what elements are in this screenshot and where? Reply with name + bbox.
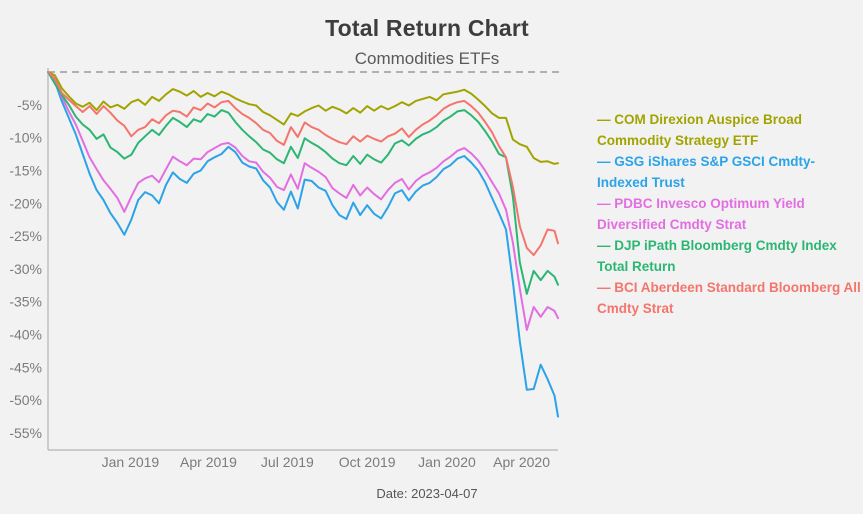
legend-item-GSG[interactable]: — GSG iShares S&P GSCI Cmdty-Indexed Tru…: [597, 154, 816, 190]
y-tick-label: -10%: [9, 130, 42, 146]
y-tick-label: -55%: [9, 425, 42, 441]
y-tick-label: -20%: [9, 195, 42, 211]
chart-title: Total Return Chart: [325, 15, 529, 41]
series-line-BCI: [47, 71, 559, 257]
x-tick-label: Jul 2019: [261, 454, 314, 470]
legend-item-PDBC[interactable]: — PDBC Invesco Optimum Yield Diversified…: [597, 196, 805, 232]
y-tick-label: -15%: [9, 162, 42, 178]
x-tick-label: Jan 2019: [102, 454, 160, 470]
legend-item-DJP[interactable]: — DJP iPath Bloomberg Cmdty Index Total …: [597, 238, 837, 274]
x-tick-label: Oct 2019: [339, 454, 396, 470]
y-tick-label: -25%: [9, 228, 42, 244]
y-tick-label: -35%: [9, 294, 42, 310]
series-line-COM: [47, 71, 559, 165]
legend-item-COM[interactable]: — COM Direxion Auspice Broad Commodity S…: [597, 112, 803, 148]
y-tick-label: -30%: [9, 261, 42, 277]
chart-legend: — COM Direxion Auspice Broad Commodity S…: [597, 109, 863, 319]
y-tick-label: -50%: [9, 392, 42, 408]
x-tick-label: Jan 2020: [418, 454, 476, 470]
x-tick-label: Apr 2019: [180, 454, 237, 470]
y-tick-label: -45%: [9, 359, 42, 375]
date-caption: Date: 2023-04-07: [376, 486, 478, 501]
chart-subtitle: Commodities ETFs: [354, 49, 500, 68]
y-tick-label: -40%: [9, 327, 42, 343]
legend-item-BCI[interactable]: — BCI Aberdeen Standard Bloomberg All Cm…: [597, 280, 861, 316]
y-tick-label: -5%: [17, 97, 42, 113]
x-tick-label: Apr 2020: [493, 454, 550, 470]
series-line-PDBC: [47, 71, 559, 331]
series-line-DJP: [47, 71, 559, 295]
series-line-GSG: [47, 71, 559, 418]
